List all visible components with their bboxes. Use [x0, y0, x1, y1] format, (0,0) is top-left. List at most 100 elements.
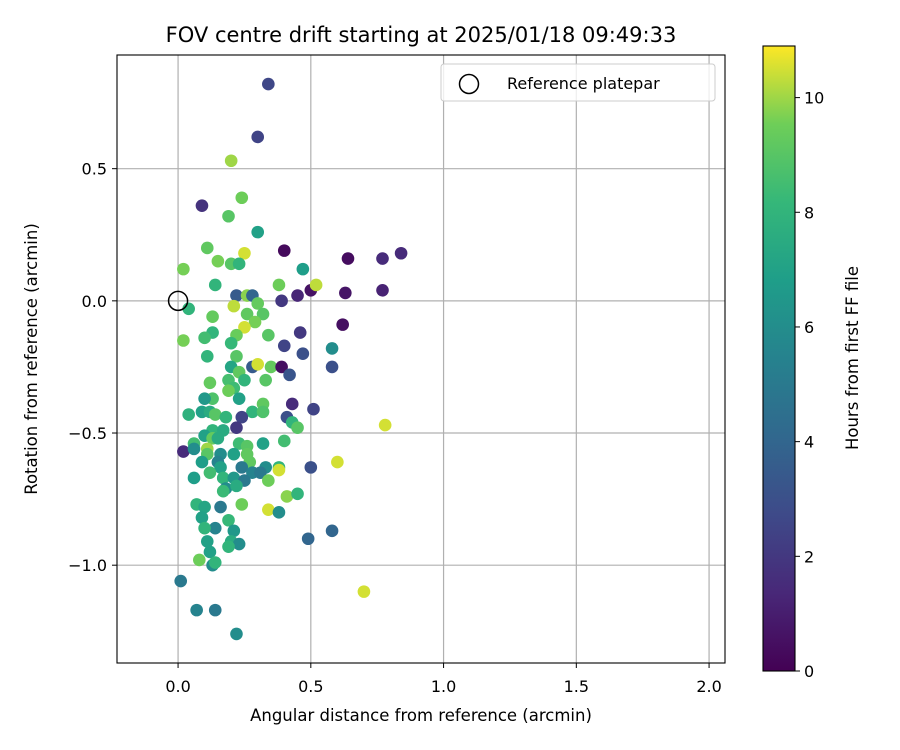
data-point: [259, 373, 272, 387]
data-point: [198, 331, 211, 345]
colorbar-tick-label: 6: [804, 318, 814, 337]
data-point: [280, 490, 294, 503]
chart-title: FOV centre drift starting at 2025/01/18 …: [166, 23, 677, 47]
data-point: [293, 326, 307, 339]
data-point: [296, 347, 310, 361]
data-point: [227, 299, 241, 313]
data-point: [285, 397, 299, 411]
data-point: [216, 471, 230, 485]
data-point: [230, 479, 243, 493]
data-point: [174, 574, 188, 588]
data-point: [246, 405, 259, 419]
data-point: [277, 339, 291, 353]
legend-entry-label: Reference platepar: [507, 74, 660, 93]
data-point: [195, 511, 209, 524]
data-point: [232, 257, 246, 271]
data-point: [224, 154, 238, 168]
data-point: [198, 500, 211, 514]
colorbar-ticks: 0 2 4 6 8 10: [795, 89, 824, 681]
data-point: [341, 252, 355, 265]
y-tick-label: 0.0: [82, 292, 107, 311]
data-point: [309, 278, 323, 292]
data-point: [206, 310, 219, 324]
data-point: [238, 246, 251, 260]
data-point: [277, 434, 291, 448]
x-tick-label: 1.5: [564, 677, 589, 696]
data-point: [195, 455, 209, 469]
data-point: [251, 297, 265, 310]
data-point: [331, 455, 344, 469]
data-point: [208, 603, 222, 617]
data-point: [198, 521, 211, 535]
data-point: [222, 540, 235, 553]
data-point: [216, 484, 230, 498]
data-point: [304, 461, 318, 474]
data-point: [177, 334, 190, 347]
colorbar-tick-label: 10: [804, 89, 824, 108]
data-point: [232, 392, 246, 405]
plot-frame: [116, 54, 726, 664]
data-point: [208, 556, 222, 569]
data-point: [251, 130, 265, 144]
data-point: [262, 503, 275, 516]
data-point: [230, 350, 243, 363]
data-point: [211, 254, 225, 268]
reference-marker-icon: [167, 290, 189, 312]
data-point: [187, 471, 201, 485]
data-point: [378, 418, 392, 432]
data-point: [262, 474, 275, 487]
x-tick-label: 0.5: [298, 677, 323, 696]
data-point: [264, 360, 278, 374]
data-point: [256, 307, 270, 321]
data-point: [240, 307, 254, 321]
data-point: [222, 384, 235, 398]
data-point: [248, 315, 262, 329]
data-point: [262, 328, 275, 342]
data-point: [394, 246, 408, 260]
data-point: [214, 500, 227, 514]
y-axis-ticks: −1.0 −0.5 0.0 0.5: [68, 160, 117, 575]
data-point: [177, 262, 190, 276]
data-point: [325, 342, 339, 355]
data-point: [251, 225, 265, 239]
data-point: [376, 252, 389, 265]
colorbar-gradient: [762, 45, 796, 672]
data-point: [222, 513, 235, 527]
data-point: [325, 524, 339, 538]
y-tick-label: −0.5: [68, 424, 107, 443]
data-point: [339, 286, 352, 300]
data-point: [291, 487, 304, 501]
data-point: [200, 535, 214, 548]
data-point: [272, 278, 286, 292]
legend-marker-icon: [458, 73, 480, 95]
data-point: [291, 289, 304, 302]
colorbar-label: Hours from first FF file: [843, 266, 862, 450]
data-point: [325, 360, 339, 374]
data-point: [307, 402, 320, 416]
data-point: [238, 320, 251, 334]
data-point: [254, 466, 267, 479]
data-point: [222, 209, 235, 223]
y-axis-label: Rotation from reference (arcmin): [22, 223, 41, 495]
data-point: [235, 498, 249, 511]
data-point: [256, 437, 270, 450]
data-points: [174, 77, 408, 641]
colorbar-tick-label: 8: [804, 203, 814, 222]
legend: Reference platepar: [440, 63, 716, 102]
data-point: [208, 408, 222, 421]
data-point: [256, 405, 270, 419]
data-point: [272, 506, 286, 519]
data-point: [275, 360, 288, 374]
data-point: [283, 368, 296, 382]
data-point: [232, 537, 246, 551]
data-point: [198, 392, 211, 405]
y-tick-label: 0.5: [82, 160, 107, 179]
data-point: [190, 603, 203, 617]
data-point: [195, 199, 209, 212]
data-point: [230, 627, 243, 641]
legend-box: [440, 63, 716, 102]
x-tick-label: 1.0: [431, 677, 456, 696]
data-point: [227, 447, 241, 461]
data-point: [214, 461, 227, 474]
